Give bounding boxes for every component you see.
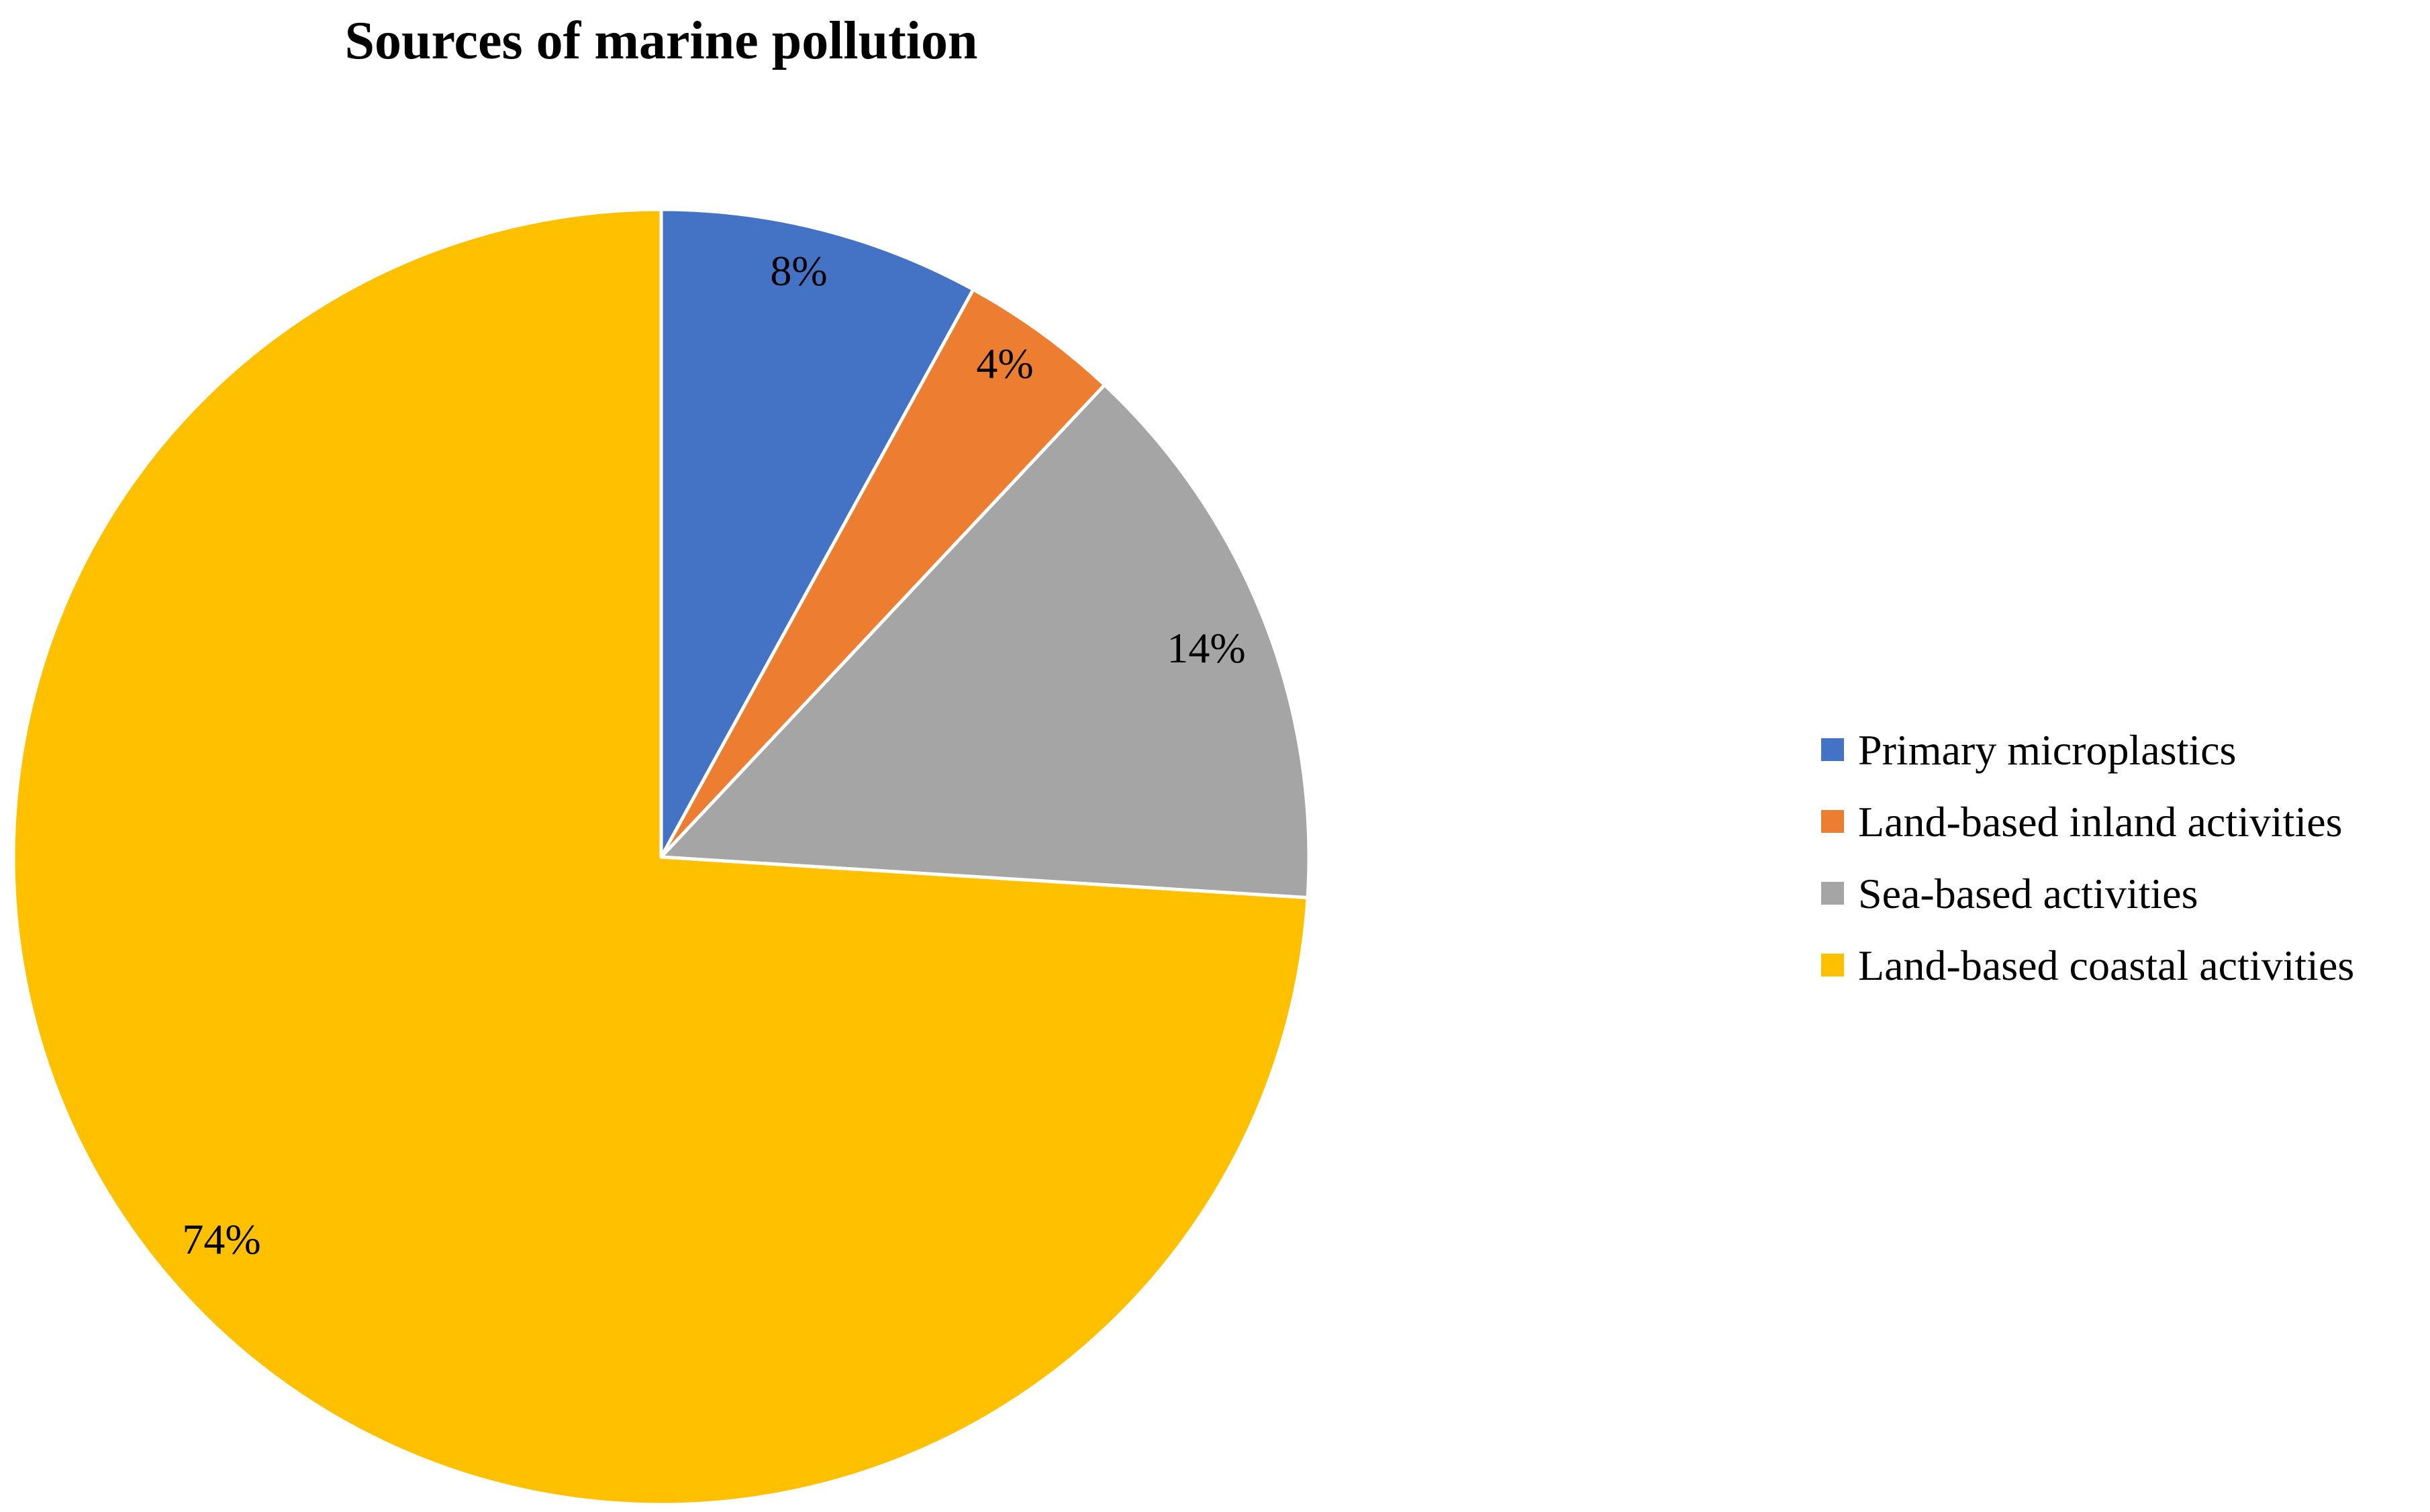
data-label-sea-based-activities: 14% (1167, 624, 1245, 672)
legend-swatch-land-based-inland-activities (1821, 810, 1844, 833)
legend-item-sea-based-activities: Sea-based activities (1821, 870, 2198, 917)
data-label-land-based-inland-activities: 4% (976, 340, 1033, 387)
pie-data-labels: 8% 4% 14% 74% (182, 247, 1245, 1263)
pie-slice-primary-microplastics (659, 207, 975, 859)
legend-label-sea-based-activities: Sea-based activities (1858, 870, 2198, 917)
pie-slices (11, 207, 1311, 1507)
legend-label-land-based-coastal-activities: Land-based coastal activities (1858, 942, 2354, 989)
legend-label-land-based-inland-activities: Land-based inland activities (1858, 798, 2343, 846)
pie-slice-land-based-inland-activities (659, 287, 1107, 859)
legend-swatch-land-based-coastal-activities (1821, 954, 1844, 976)
legend-swatch-primary-microplastics (1821, 738, 1844, 761)
pie-slice-land-based-coastal-activities (11, 207, 1310, 1507)
data-label-primary-microplastics: 8% (770, 247, 827, 295)
legend-item-land-based-coastal-activities: Land-based coastal activities (1821, 942, 2354, 989)
legend-swatch-sea-based-activities (1821, 882, 1844, 905)
legend-label-primary-microplastics: Primary microplastics (1858, 726, 2236, 774)
data-label-land-based-coastal-activities: 74% (182, 1215, 260, 1263)
legend-item-primary-microplastics: Primary microplastics (1821, 726, 2236, 774)
chart-title: Sources of marine pollution (344, 11, 977, 70)
legend: Primary microplastics Land-based inland a… (1821, 726, 2354, 989)
pie-slice-sea-based-activities (659, 383, 1311, 900)
legend-item-land-based-inland-activities: Land-based inland activities (1821, 798, 2343, 846)
